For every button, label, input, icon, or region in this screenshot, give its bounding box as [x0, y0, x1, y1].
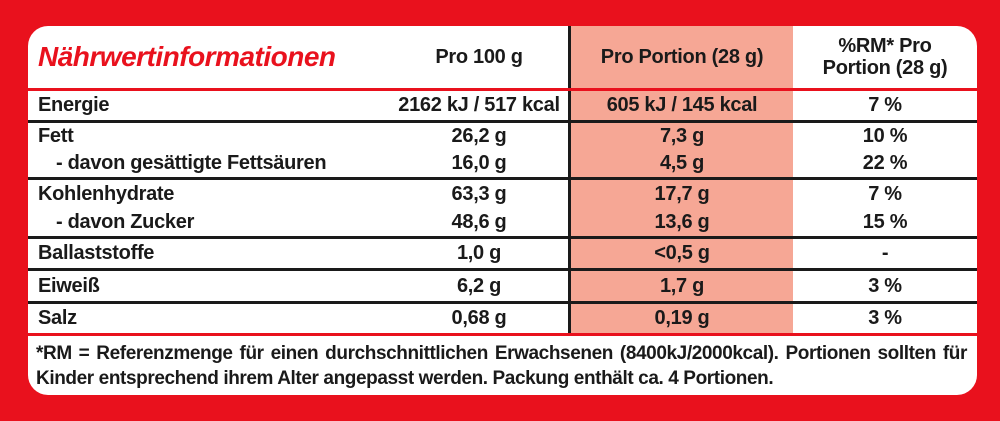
value-per-portion: <0,5 g — [568, 239, 793, 268]
value-per-100g: 6,2 g — [456, 274, 502, 297]
nutrient-label: - davon Zucker — [56, 210, 195, 233]
column-header-per-100g: Pro 100 g — [435, 45, 523, 68]
value-rm-percent: 3 % — [868, 274, 902, 297]
value-per-portion: 4,5 g — [568, 150, 793, 177]
value-rm-percent: 7 % — [868, 182, 902, 205]
column-header-per-portion: Pro Portion (28 g) — [568, 26, 793, 88]
nutrient-label: Energie — [38, 94, 110, 116]
column-header-rm-percent: %RM* Pro Portion (28 g) — [793, 26, 977, 88]
value-rm-percent: 7 % — [868, 94, 902, 116]
value-per-portion: 7,3 g — [568, 123, 793, 150]
table-row-kohlenhydrate: Kohlenhydrate 63,3 g 17,7 g 7 % — [28, 180, 977, 208]
table-row-zucker: - davon Zucker 48,6 g 13,6 g 15 % — [28, 208, 977, 239]
value-rm-percent: - — [881, 242, 889, 264]
value-per-portion: 605 kJ / 145 kcal — [568, 91, 793, 120]
nutrient-label: Kohlenhydrate — [38, 182, 175, 205]
nutrient-label: Eiweiß — [38, 274, 100, 297]
nutrient-label: Ballaststoffe — [38, 242, 155, 264]
value-rm-percent: 15 % — [862, 210, 908, 233]
value-per-100g: 0,68 g — [451, 307, 507, 329]
nutrient-label: - davon gesättigte Fettsäuren — [56, 152, 327, 174]
table-header-row: Nährwertinformationen Pro 100 g Pro Port… — [28, 26, 977, 91]
value-per-100g: 48,6 g — [451, 210, 507, 233]
value-per-portion: 13,6 g — [568, 208, 793, 236]
table-row-energie: Energie 2162 kJ / 517 kcal 605 kJ / 145 … — [28, 91, 977, 123]
table-row-fett: Fett 26,2 g 7,3 g 10 % — [28, 123, 977, 150]
value-per-portion: 1,7 g — [568, 271, 793, 301]
value-per-portion: 17,7 g — [568, 180, 793, 208]
value-rm-percent: 10 % — [862, 125, 908, 147]
value-per-100g: 2162 kJ / 517 kcal — [398, 94, 560, 116]
footnote: *RM = Referenzmenge für einen durchschni… — [36, 343, 967, 389]
value-per-100g: 26,2 g — [451, 125, 507, 147]
value-per-portion: 0,19 g — [568, 304, 793, 333]
value-rm-percent: 3 % — [868, 307, 902, 329]
value-per-100g: 16,0 g — [451, 152, 507, 174]
table-row-eiweiss: Eiweiß 6,2 g 1,7 g 3 % — [28, 271, 977, 304]
table-row-ballaststoffe: Ballaststoffe 1,0 g <0,5 g - — [28, 239, 977, 271]
nutrient-label: Salz — [38, 307, 77, 329]
page-title: Nährwertinformationen — [38, 41, 336, 72]
value-rm-percent: 22 % — [862, 152, 908, 174]
value-per-100g: 63,3 g — [451, 182, 507, 205]
table-row-gesaettigte-fettsaeuren: - davon gesättigte Fettsäuren 16,0 g 4,5… — [28, 150, 977, 180]
column-header-rm-line2: Portion (28 g) — [822, 57, 948, 79]
value-per-100g: 1,0 g — [456, 242, 502, 264]
column-header-rm-line1: %RM* Pro — [838, 34, 932, 57]
table-row-salz: Salz 0,68 g 0,19 g 3 % — [28, 304, 977, 336]
nutrient-label: Fett — [38, 125, 74, 147]
nutrition-label-panel: Nährwertinformationen Pro 100 g Pro Port… — [28, 26, 977, 395]
